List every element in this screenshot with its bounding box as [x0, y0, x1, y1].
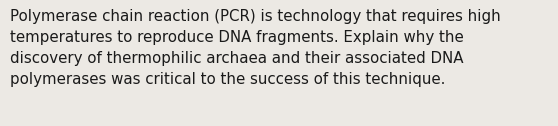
- Text: Polymerase chain reaction (PCR) is technology that requires high
temperatures to: Polymerase chain reaction (PCR) is techn…: [10, 9, 501, 87]
